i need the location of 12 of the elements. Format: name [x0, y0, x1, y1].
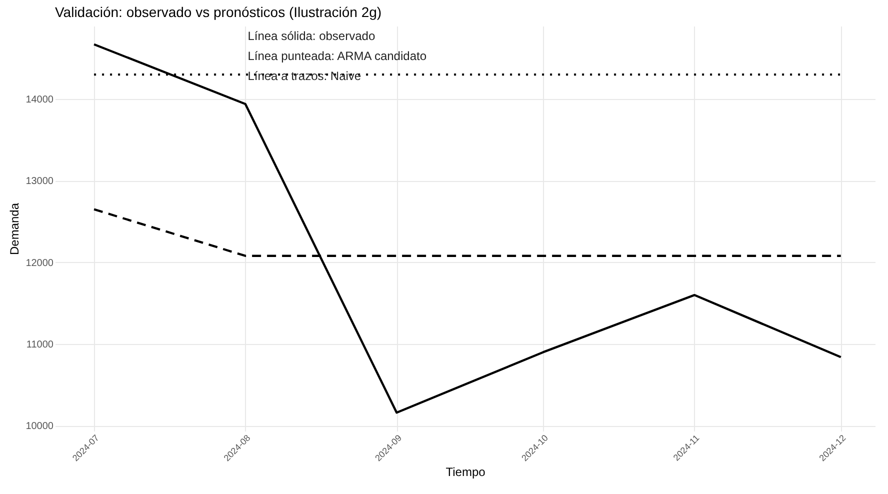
y-tick-label: 12000	[26, 258, 54, 269]
x-axis-title: Tiempo	[446, 465, 486, 480]
annotation: Línea a trazos: Naive	[248, 69, 362, 83]
annotation: Línea punteada: ARMA candidato	[248, 49, 427, 63]
annotation: Línea sólida: observado	[248, 29, 376, 43]
y-tick-label: 14000	[26, 94, 54, 106]
chart-title: Validación: observado vs pronósticos (Ilustración 2g)	[55, 4, 382, 20]
y-tick-label: 13000	[26, 176, 54, 188]
line-series	[92, 43, 842, 414]
y-tick-label: 10000	[26, 421, 54, 432]
y-axis-title: Demanda	[8, 202, 22, 256]
y-tick-label: 11000	[26, 340, 54, 351]
